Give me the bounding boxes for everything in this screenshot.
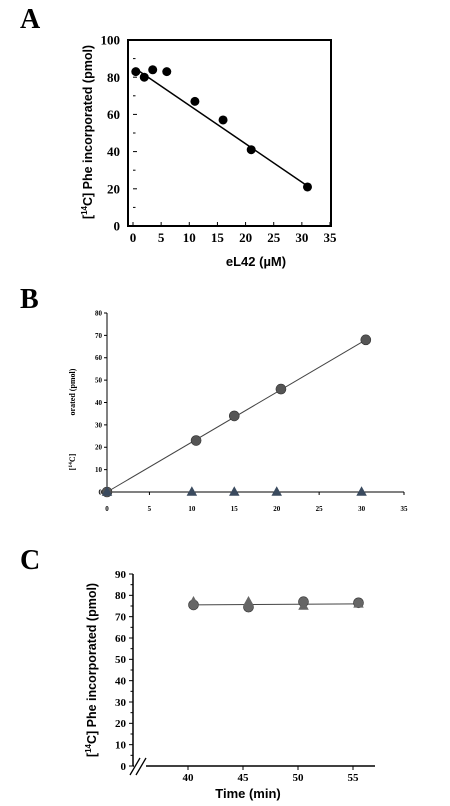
panel-a-x-ticks: 0 5 10 15 20 25 30 35 <box>130 222 337 245</box>
panel-a-data-points <box>131 65 312 192</box>
y-tick-label: 50 <box>115 654 127 666</box>
y-tick-label: 40 <box>95 399 103 407</box>
x-tick-label: 15 <box>231 505 239 513</box>
panel-c-data-points <box>188 596 364 613</box>
y-tick-label: 0 <box>121 761 127 773</box>
y-tick-label: 30 <box>115 697 127 709</box>
y-tick-label: 90 <box>115 569 127 581</box>
data-point-triangle <box>243 596 254 606</box>
panel-b-y-ticks: 0 10 20 30 40 50 60 70 80 <box>95 309 107 496</box>
panel-a-x-axis-label: eL42 (µM) <box>226 254 286 269</box>
data-point-circle <box>131 67 141 77</box>
data-point-triangle <box>298 600 309 610</box>
y-tick-label: 10 <box>115 740 127 752</box>
y-tick-label: 30 <box>95 421 103 429</box>
panel-c: C 0 10 20 30 40 50 60 70 80 90 40 45 50 55 Time (min… <box>20 545 375 801</box>
y-tick-label: 0 <box>114 219 121 234</box>
y-tick-label: 70 <box>95 332 103 340</box>
panel-a-y-ticks: 0 20 40 60 80 100 <box>101 33 137 234</box>
y-tick-label: 80 <box>95 309 103 317</box>
y-tick-label: 80 <box>115 590 127 602</box>
data-point-triangle <box>353 598 364 608</box>
y-tick-label: 10 <box>95 466 103 474</box>
data-point-circle <box>302 182 312 192</box>
x-tick-label: 0 <box>105 505 109 513</box>
data-point-circle <box>139 72 149 82</box>
x-tick-label: 30 <box>358 505 366 513</box>
y-tick-label: 40 <box>107 144 120 159</box>
panel-c-x-axis-label: Time (min) <box>215 786 281 801</box>
data-point-triangle <box>186 486 198 496</box>
panel-c-axis-break-mark <box>129 757 147 776</box>
panel-b-y-axis-label-fragment-14c: [14C] <box>68 453 77 470</box>
x-tick-label: 20 <box>239 230 252 245</box>
data-point-circle <box>218 115 228 125</box>
panel-b: B 0 10 20 30 40 50 60 70 80 0 5 10 15 20 25 30 35 orate… <box>20 284 408 513</box>
trendline-segment <box>193 603 359 606</box>
x-tick-label: 20 <box>273 505 281 513</box>
panel-a-label: A <box>20 4 41 35</box>
data-point-circle <box>190 96 200 106</box>
x-tick-label: 50 <box>293 772 305 784</box>
panel-a-plot-frame <box>127 39 332 227</box>
panel-b-label: B <box>20 284 39 315</box>
x-tick-label: 45 <box>238 772 250 784</box>
y-tick-label: 20 <box>107 181 120 196</box>
y-tick-label: 80 <box>107 70 120 85</box>
data-point-triangle <box>229 486 240 496</box>
data-point-circle <box>360 334 372 346</box>
panel-c-x-ticks: 40 45 50 55 <box>183 766 360 784</box>
x-tick-label: 35 <box>324 230 338 245</box>
panel-c-label: C <box>20 545 40 576</box>
data-point-triangle <box>188 596 199 606</box>
data-point-circle <box>190 435 202 446</box>
x-tick-label: 25 <box>267 230 281 245</box>
panel-c-y-axis-label: [14C] Phe incorporated (pmol) <box>84 583 99 757</box>
y-tick-label: 20 <box>95 444 103 452</box>
trendline-segment <box>135 68 308 187</box>
data-point-circle <box>148 65 158 75</box>
panel-a-trendline <box>135 68 308 187</box>
panel-a-y-axis-label: [14C] Phe incorporated (pmol) <box>80 45 95 219</box>
panel-b-y-axis-label-fragment: orated (pmol) <box>68 368 77 415</box>
x-tick-label: 40 <box>183 772 195 784</box>
x-tick-label: 25 <box>316 505 324 513</box>
data-point-triangle <box>101 486 113 496</box>
y-tick-label: 70 <box>115 612 127 624</box>
y-tick-label: 0 <box>99 488 103 496</box>
data-point-circle <box>228 410 240 422</box>
x-tick-label: 10 <box>188 505 196 513</box>
y-tick-label: 60 <box>95 354 103 362</box>
data-point-triangle <box>356 486 367 496</box>
x-tick-label: 55 <box>348 772 360 784</box>
y-tick-label: 100 <box>101 33 121 48</box>
x-tick-label: 30 <box>295 230 308 245</box>
x-tick-label: 0 <box>130 230 137 245</box>
x-tick-label: 35 <box>401 505 409 513</box>
panel-c-trendline <box>193 603 359 606</box>
y-tick-label: 60 <box>115 633 127 645</box>
y-tick-label: 40 <box>115 676 127 688</box>
data-point-circle <box>162 67 172 77</box>
x-tick-label: 15 <box>211 230 225 245</box>
data-point-circle <box>275 383 287 395</box>
y-tick-label: 50 <box>95 377 103 385</box>
panel-c-y-ticks: 0 10 20 30 40 50 60 70 80 90 <box>115 569 133 773</box>
x-tick-label: 10 <box>183 230 196 245</box>
panel-b-data-points <box>101 334 372 498</box>
data-point-circle <box>246 145 256 155</box>
x-tick-label: 5 <box>158 230 165 245</box>
y-tick-label: 20 <box>115 718 127 730</box>
y-tick-label: 60 <box>107 107 120 122</box>
data-point-triangle <box>271 486 282 496</box>
x-tick-label: 5 <box>148 505 152 513</box>
